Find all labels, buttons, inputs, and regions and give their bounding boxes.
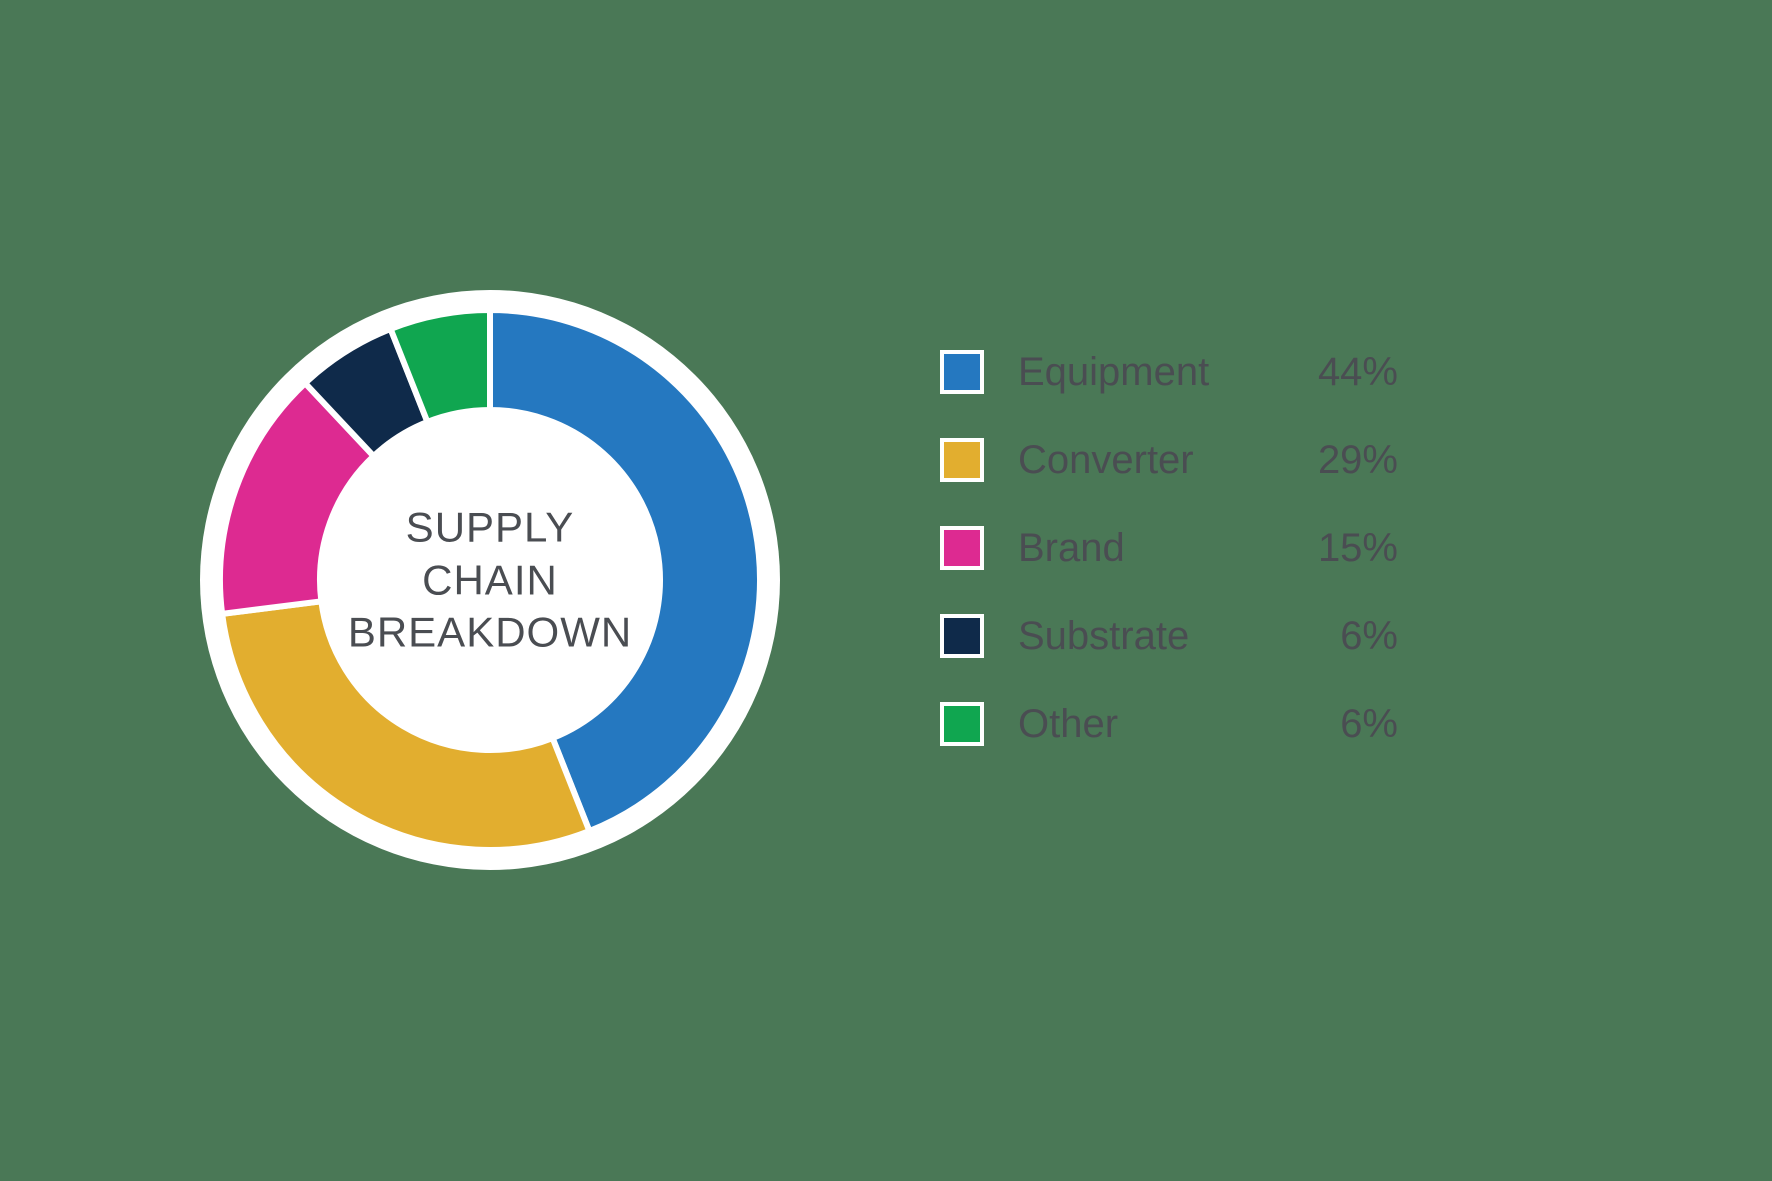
legend-label: Other [1018, 702, 1288, 747]
center-title-line-2: CHAIN [348, 554, 632, 607]
legend-row-equipment: Equipment44% [940, 350, 1398, 394]
legend-row-brand: Brand15% [940, 526, 1398, 570]
legend-label: Brand [1018, 526, 1288, 571]
legend-swatch-equipment [940, 350, 984, 394]
legend-label: Substrate [1018, 614, 1288, 659]
center-title-line-1: SUPPLY [348, 501, 632, 554]
legend-swatch-substrate [940, 614, 984, 658]
legend-row-substrate: Substrate6% [940, 614, 1398, 658]
legend-value: 6% [1288, 614, 1398, 659]
donut-chart-background: SUPPLY CHAIN BREAKDOWN [200, 290, 780, 870]
chart-center-title: SUPPLY CHAIN BREAKDOWN [348, 501, 632, 659]
legend-value: 6% [1288, 702, 1398, 747]
legend-value: 44% [1288, 350, 1398, 395]
chart-legend: Equipment44%Converter29%Brand15%Substrat… [940, 350, 1398, 746]
legend-row-converter: Converter29% [940, 438, 1398, 482]
legend-value: 29% [1288, 438, 1398, 483]
legend-label: Converter [1018, 438, 1288, 483]
legend-label: Equipment [1018, 350, 1288, 395]
legend-swatch-other [940, 702, 984, 746]
legend-swatch-converter [940, 438, 984, 482]
legend-swatch-brand [940, 526, 984, 570]
center-title-line-3: BREAKDOWN [348, 606, 632, 659]
chart-container: SUPPLY CHAIN BREAKDOWN Equipment44%Conve… [0, 0, 1772, 1181]
legend-row-other: Other6% [940, 702, 1398, 746]
legend-value: 15% [1288, 526, 1398, 571]
